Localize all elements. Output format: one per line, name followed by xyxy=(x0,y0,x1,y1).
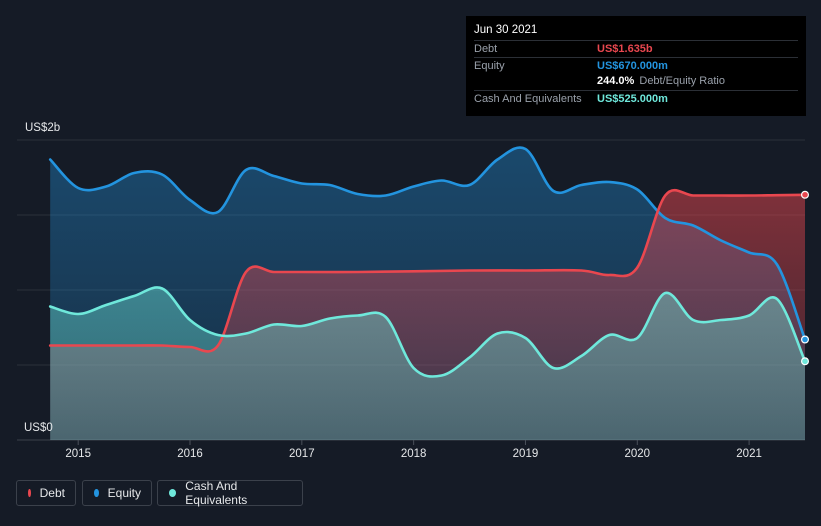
tooltip-value-debt: US$1.635b xyxy=(597,43,653,55)
legend-item-debt[interactable]: Debt xyxy=(16,480,76,506)
debt-end-point xyxy=(800,190,809,199)
tooltip-ratio-value: 244.0% xyxy=(597,75,635,87)
x-tick-label: 2016 xyxy=(177,448,203,460)
x-axis-ticks: 2015 2016 2017 2018 2019 2020 2021 xyxy=(65,440,762,460)
x-tick-label: 2019 xyxy=(513,448,539,460)
tooltip-date: Jun 30 2021 xyxy=(474,24,538,36)
legend-dot-icon xyxy=(94,489,99,497)
x-tick-label: 2020 xyxy=(624,448,650,460)
legend-dot-icon xyxy=(28,489,31,497)
y-axis-max-label: US$2b xyxy=(25,122,61,134)
tooltip-label: Debt xyxy=(474,43,498,55)
y-axis-min-label: US$0 xyxy=(24,422,53,434)
series-areas xyxy=(50,147,805,441)
tooltip-value-equity: US$670.000m xyxy=(597,60,668,72)
legend-label-equity: Equity xyxy=(107,486,141,500)
legend-label-debt: Debt xyxy=(39,486,65,500)
x-tick-label: 2015 xyxy=(65,448,91,460)
tooltip-row-ratio: 244.0% Debt/Equity Ratio xyxy=(474,73,798,89)
equity-line xyxy=(48,146,807,341)
series-end-markers xyxy=(800,190,809,366)
legend-label-cash: Cash And Equivalents xyxy=(185,479,248,507)
tooltip-row-cash: Cash And Equivalents US$525.000m xyxy=(474,90,798,107)
tooltip-label: Cash And Equivalents xyxy=(474,93,582,105)
x-tick-label: 2021 xyxy=(736,448,762,460)
equity-end-point xyxy=(800,335,809,344)
legend-item-cash[interactable]: Cash And Equivalents xyxy=(157,479,303,507)
cash-and-equivalents-area xyxy=(50,287,805,440)
tooltip-row-debt: Debt US$1.635b xyxy=(474,40,798,57)
debt-line xyxy=(48,188,807,353)
tooltip-row-equity: Equity US$670.000m xyxy=(474,57,798,74)
series-lines xyxy=(48,146,807,378)
x-tick-label: 2018 xyxy=(401,448,427,460)
tooltip-panel: Jun 30 2021 Debt US$1.635b Equity US$670… xyxy=(466,16,806,116)
tooltip-ratio-label: Debt/Equity Ratio xyxy=(639,75,725,87)
tooltip-label: Equity xyxy=(474,60,505,72)
tooltip-value-cash: US$525.000m xyxy=(597,93,668,105)
cash-and-equivalents-line xyxy=(48,286,807,378)
cash-and-equivalents-end-point xyxy=(800,357,809,366)
legend-dot-icon xyxy=(169,489,177,497)
tooltip-ratio: 244.0% Debt/Equity Ratio xyxy=(597,75,725,87)
legend-item-equity[interactable]: Equity xyxy=(82,480,152,506)
x-tick-label: 2017 xyxy=(289,448,315,460)
